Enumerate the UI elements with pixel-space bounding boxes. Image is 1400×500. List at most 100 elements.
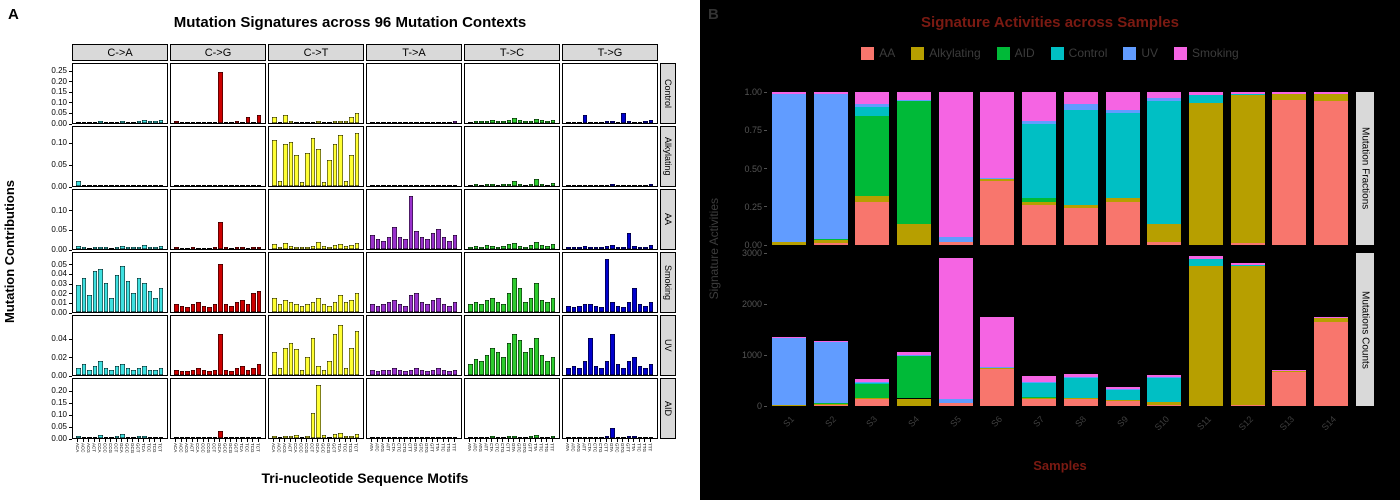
bar <box>256 114 261 123</box>
fraction-stack-segment <box>813 243 848 245</box>
bar <box>207 247 212 249</box>
count-stack-segment <box>771 337 806 338</box>
bar <box>582 361 587 375</box>
plot-cell <box>72 252 168 313</box>
x-tick-mark <box>246 439 248 442</box>
x-tick-mark <box>289 439 291 442</box>
x-tick-mark <box>567 439 569 442</box>
fraction-stack-segment <box>1189 92 1223 96</box>
bar <box>327 306 332 312</box>
y-tick-label: 0.05 <box>51 422 67 432</box>
x-tick-label: CCG <box>107 443 113 453</box>
bar <box>234 121 239 123</box>
bar <box>392 437 397 438</box>
bar <box>495 436 500 438</box>
bar <box>103 122 108 123</box>
bar <box>147 290 152 312</box>
bar <box>223 369 228 375</box>
bar <box>136 185 141 186</box>
x-tick-label: GTC <box>418 443 424 453</box>
x-tick-mark <box>235 439 237 442</box>
bar <box>452 437 457 438</box>
bar <box>272 139 277 186</box>
facet-row-strip-label: Alkylating <box>663 137 673 176</box>
bar <box>229 122 234 123</box>
bar <box>109 370 114 375</box>
plot-cell <box>170 63 266 124</box>
y-tick-mark <box>764 168 767 169</box>
x-tick-label: CTT <box>505 443 511 452</box>
count-stack-segment <box>1189 266 1223 406</box>
plot-cell <box>72 315 168 376</box>
bar <box>484 183 489 186</box>
bar <box>251 437 256 438</box>
fraction-stack-segment <box>855 196 890 203</box>
bar <box>288 245 293 249</box>
bar <box>131 292 136 312</box>
x-tick-mark <box>284 439 286 442</box>
x-tick-label: TTT <box>451 443 457 452</box>
y-tick-label: 2000 <box>741 299 762 309</box>
x-tick-label: ACC <box>276 443 282 453</box>
bar <box>343 367 348 375</box>
bar <box>534 241 539 249</box>
bar <box>142 435 147 438</box>
x-tick-label: GCG <box>227 443 233 454</box>
bar <box>414 121 419 123</box>
bar <box>245 304 250 312</box>
bar <box>190 121 195 123</box>
bar <box>604 245 609 249</box>
x-tick-mark <box>104 439 106 442</box>
plot-cell <box>464 126 560 187</box>
bar <box>468 246 473 249</box>
bar <box>534 118 539 123</box>
y-tick-mark <box>69 302 72 304</box>
count-stack-segment <box>1105 399 1140 401</box>
bar <box>310 302 315 312</box>
bar <box>256 290 261 312</box>
bar <box>316 241 321 249</box>
bar <box>201 248 206 249</box>
x-tick-mark <box>252 439 254 442</box>
x-tick-mark <box>132 439 134 442</box>
bar <box>305 304 310 312</box>
fraction-stack-segment <box>1189 95 1223 103</box>
count-stack-segment <box>1147 376 1182 378</box>
bar <box>185 437 190 438</box>
x-tick-label: TCA <box>336 443 342 452</box>
bar <box>479 437 484 438</box>
x-tick-mark <box>469 439 471 442</box>
bar <box>109 122 114 123</box>
x-tick-mark <box>126 439 128 442</box>
x-tick-label: GTG <box>423 443 429 453</box>
bar <box>403 371 408 375</box>
x-tick-label: GCC <box>320 443 326 453</box>
bar <box>506 244 511 249</box>
count-stack-segment <box>897 355 931 356</box>
bar <box>566 122 571 123</box>
x-tick-label: CTT <box>603 443 609 452</box>
x-tick-label: CCA <box>96 443 102 453</box>
bar <box>637 365 642 375</box>
bar <box>136 246 141 249</box>
fraction-stack-segment <box>771 241 806 245</box>
bar <box>316 121 321 123</box>
bar <box>299 369 304 375</box>
bar <box>120 245 125 249</box>
bar <box>397 185 402 186</box>
bar <box>142 365 147 375</box>
bar <box>441 370 446 375</box>
y-tick-label: 0.05 <box>51 259 67 269</box>
bar <box>473 302 478 312</box>
bar <box>240 121 245 123</box>
bar <box>305 356 310 375</box>
plot-cell <box>366 252 462 313</box>
bar <box>218 263 223 312</box>
bar <box>479 246 484 249</box>
bar <box>512 278 517 312</box>
x-tick-mark <box>583 439 585 442</box>
panel-b-y-axis-title: Signature Activities <box>707 198 721 300</box>
bar <box>523 302 528 312</box>
bar <box>327 246 332 249</box>
bar <box>174 185 179 186</box>
